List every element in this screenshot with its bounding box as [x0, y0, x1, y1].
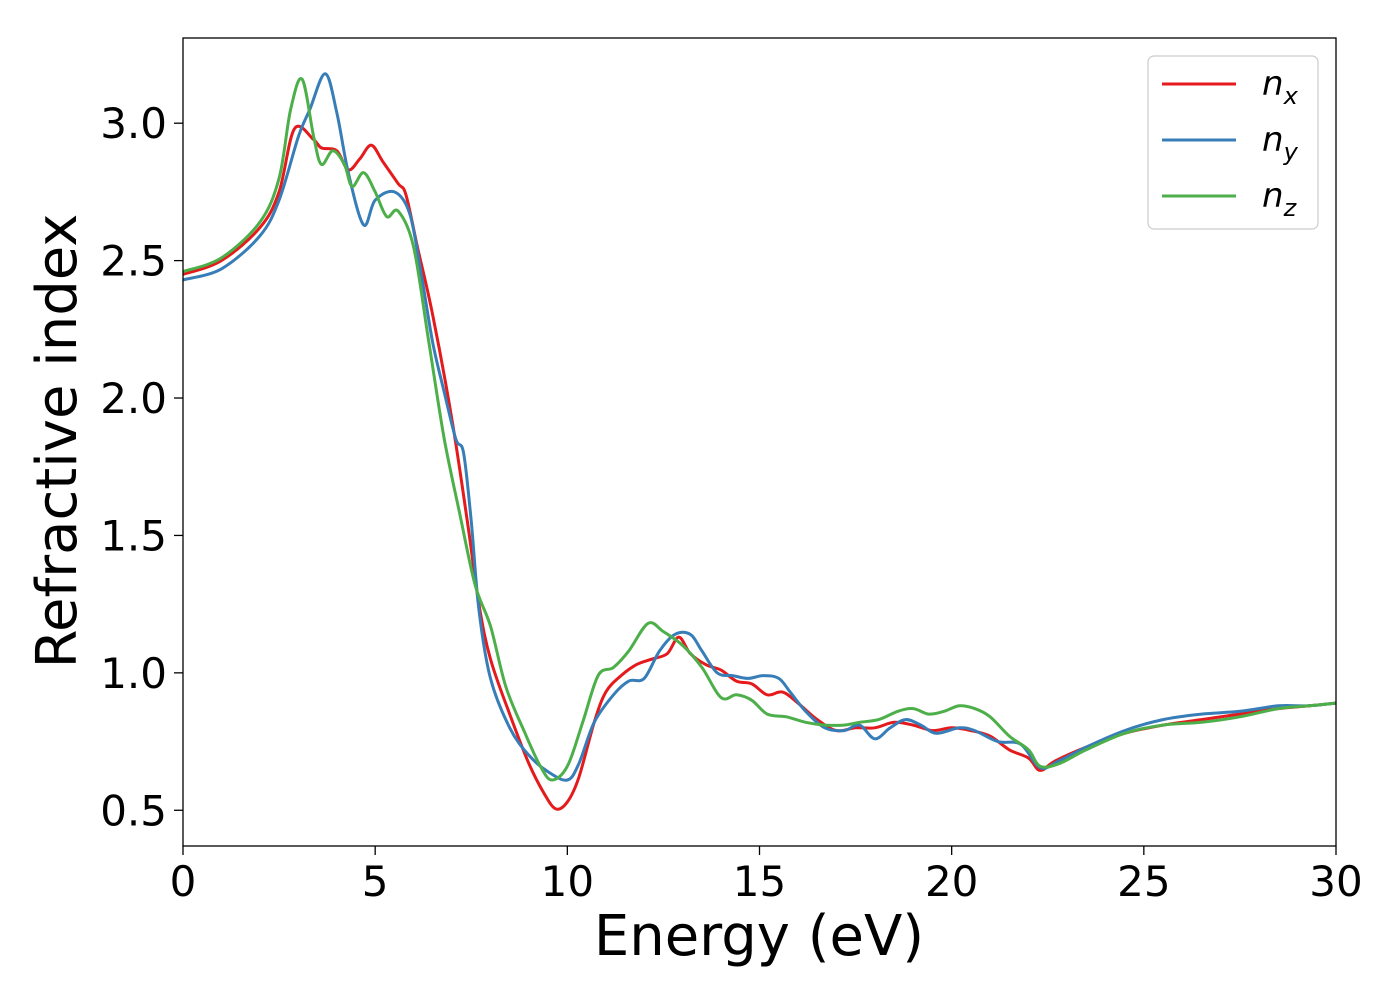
series-line-nx: [183, 124, 1336, 811]
x-tick-label: 10: [541, 857, 594, 906]
y-tick-label: 0.5: [100, 786, 167, 835]
legend-box: [1147, 55, 1319, 230]
x-tick-label: 25: [1117, 857, 1170, 906]
x-axis-title: Energy (eV): [594, 904, 924, 969]
x-tick-label: 30: [1309, 857, 1362, 906]
y-tick-label: 1.5: [100, 511, 167, 560]
x-tick-label: 0: [170, 857, 197, 906]
x-tick-label: 15: [733, 857, 786, 906]
y-tick-label: 3.0: [100, 99, 167, 148]
plot-area: [183, 72, 1336, 811]
legend-label-ny: ny: [1262, 120, 1299, 166]
legend-label-nx: nx: [1262, 64, 1299, 110]
legend-label-nz: nz: [1262, 176, 1298, 222]
series-line-nz: [183, 77, 1336, 782]
axes: 0 5 10 15 20 25 30 0.5 1.0 1.5 2.0 2.5 3.0: [100, 37, 1363, 906]
y-tick-label: 2.5: [100, 237, 167, 286]
legend: nx ny nz: [1147, 55, 1319, 230]
x-tick-label: 5: [362, 857, 389, 906]
x-tick-label: 20: [925, 857, 978, 906]
y-tick-label: 1.0: [100, 649, 167, 698]
y-axis-title: Refractive index: [25, 214, 90, 669]
y-tick-label: 2.0: [100, 374, 167, 423]
